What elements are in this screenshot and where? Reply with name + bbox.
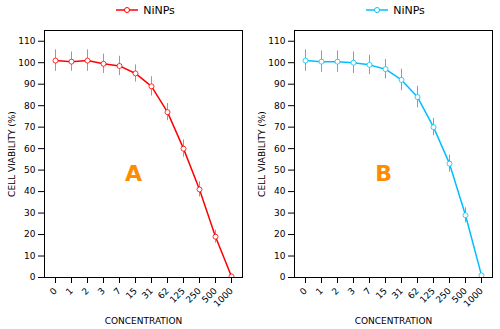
svg-text:30: 30 — [274, 208, 286, 218]
svg-text:0: 0 — [48, 286, 59, 297]
svg-text:250: 250 — [184, 286, 203, 305]
svg-text:100: 100 — [18, 58, 35, 68]
svg-text:100: 100 — [268, 58, 285, 68]
svg-text:20: 20 — [274, 229, 286, 239]
svg-text:50: 50 — [274, 165, 286, 175]
svg-text:CONCENTRATION: CONCENTRATION — [105, 316, 183, 326]
svg-text:7: 7 — [362, 286, 373, 297]
svg-text:125: 125 — [168, 286, 187, 305]
svg-text:3: 3 — [346, 286, 357, 297]
svg-text:40: 40 — [24, 186, 36, 196]
svg-text:10: 10 — [24, 251, 36, 261]
svg-text:70: 70 — [24, 122, 36, 132]
svg-text:500: 500 — [199, 285, 219, 305]
svg-text:110: 110 — [268, 36, 285, 46]
svg-text:70: 70 — [274, 122, 286, 132]
svg-text:15: 15 — [124, 286, 139, 301]
svg-text:2: 2 — [80, 286, 91, 297]
svg-text:B: B — [375, 161, 392, 186]
svg-text:250: 250 — [434, 286, 453, 305]
svg-text:62: 62 — [405, 285, 421, 301]
html-text:NiNPs: NiNPs — [143, 3, 175, 17]
svg-text:1000: 1000 — [212, 286, 235, 309]
svg-text:50: 50 — [24, 165, 36, 175]
svg-text:1: 1 — [64, 286, 75, 297]
svg-text:1: 1 — [314, 286, 325, 297]
svg-text:10: 10 — [274, 251, 286, 261]
svg-text:62: 62 — [155, 285, 171, 301]
svg-text:CELL VIABILITY (%): CELL VIABILITY (%) — [7, 111, 17, 197]
svg-text:3: 3 — [96, 286, 107, 297]
svg-text:0: 0 — [30, 272, 36, 282]
svg-text:125: 125 — [418, 286, 437, 305]
svg-text:1000: 1000 — [462, 286, 485, 309]
svg-text:60: 60 — [24, 144, 36, 154]
svg-text:110: 110 — [18, 36, 35, 46]
svg-text:7: 7 — [112, 286, 123, 297]
html-text:NiNPs: NiNPs — [393, 3, 425, 17]
svg-text:90: 90 — [274, 79, 286, 89]
svg-text:15: 15 — [374, 286, 389, 301]
svg-text:500: 500 — [449, 285, 469, 305]
svg-text:80: 80 — [274, 101, 286, 111]
svg-text:30: 30 — [24, 208, 36, 218]
svg-text:31: 31 — [390, 286, 405, 301]
svg-text:60: 60 — [274, 144, 286, 154]
svg-text:A: A — [125, 161, 142, 186]
svg-text:2: 2 — [330, 286, 341, 297]
svg-text:0: 0 — [280, 272, 286, 282]
svg-text:90: 90 — [24, 79, 36, 89]
svg-text:0: 0 — [298, 286, 309, 297]
svg-text:20: 20 — [24, 229, 36, 239]
svg-text:80: 80 — [24, 101, 36, 111]
svg-text:CELL VIABILITY (%): CELL VIABILITY (%) — [257, 111, 267, 197]
svg-text:40: 40 — [274, 186, 286, 196]
svg-text:CONCENTRATION: CONCENTRATION — [355, 316, 433, 326]
svg-text:31: 31 — [140, 286, 155, 301]
